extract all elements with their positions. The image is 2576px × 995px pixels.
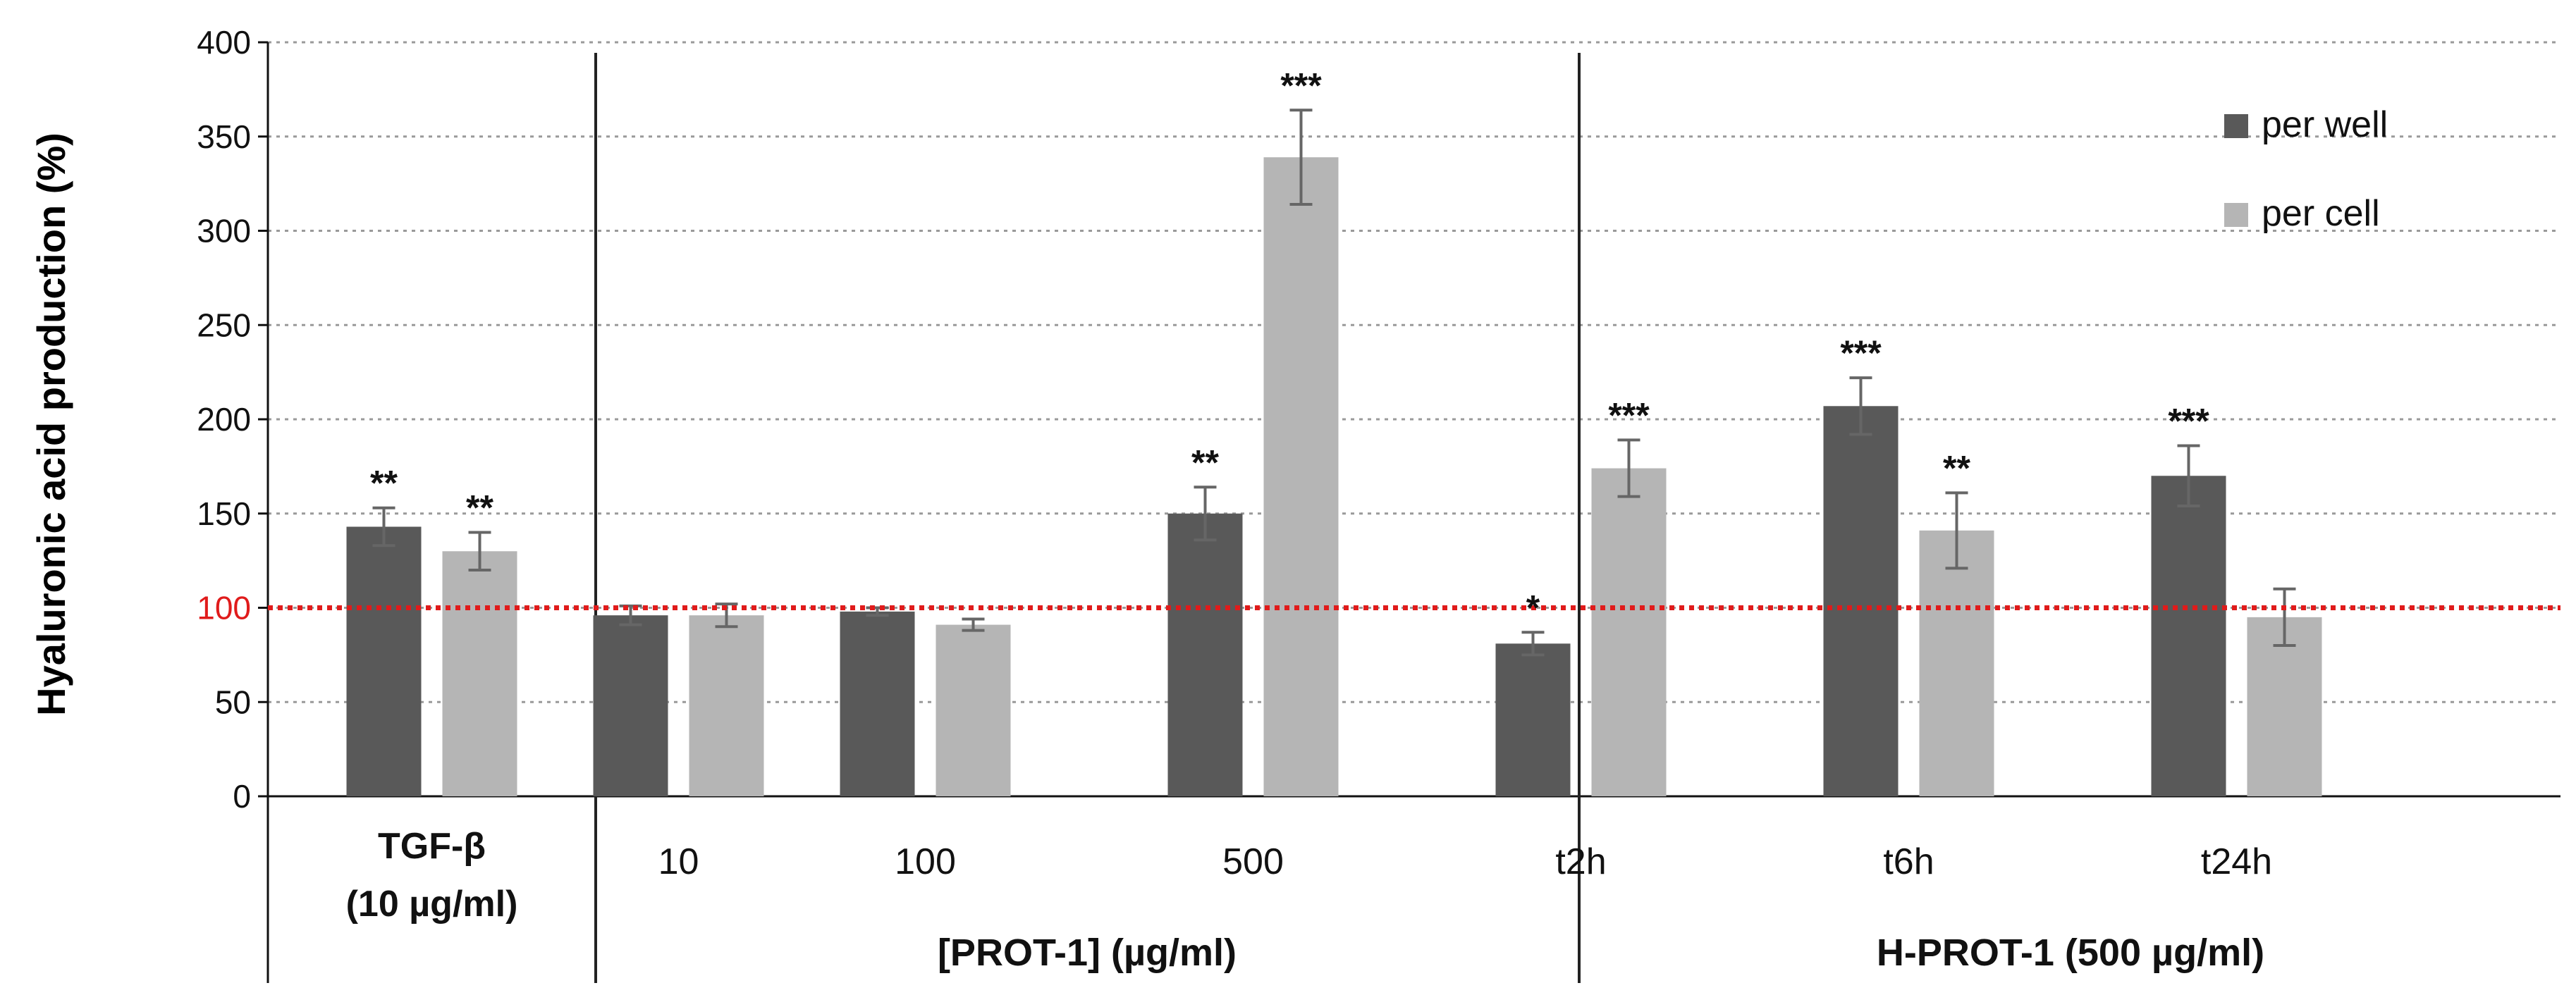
category-label: t6h	[1883, 841, 1934, 882]
bar-per-well	[593, 615, 668, 796]
bar-per-cell	[1919, 530, 1994, 796]
y-tick-label: 100	[197, 590, 251, 626]
bar-per-well	[840, 611, 915, 796]
category-label: 500	[1222, 841, 1284, 882]
bar-per-cell	[936, 624, 1011, 796]
legend-label: per cell	[2262, 193, 2380, 234]
bar-per-well	[2151, 476, 2226, 796]
y-tick-label: 50	[215, 684, 251, 720]
category-sublabel: (10 µg/ml)	[346, 884, 518, 925]
significance-marker: ***	[1280, 66, 1322, 105]
bar-per-well	[346, 526, 422, 796]
category-label: t24h	[2201, 841, 2272, 882]
significance-marker: **	[370, 464, 398, 503]
y-tick-label: 400	[197, 24, 251, 61]
legend: per well per cell	[2224, 104, 2388, 234]
category-label: TGF-β	[378, 826, 486, 867]
legend-label: per well	[2262, 104, 2388, 145]
significance-marker: **	[1191, 443, 1219, 482]
y-tick-label: 200	[197, 401, 251, 438]
y-tick-label: 300	[197, 213, 251, 249]
significance-marker: ***	[1608, 395, 1650, 435]
significance-marker: **	[1943, 448, 1970, 488]
group-label-hprot1: H-PROT-1 (500 µg/ml)	[1877, 932, 2264, 974]
category-label: t2h	[1555, 841, 1606, 882]
bar-per-well	[1167, 513, 1243, 796]
bar-per-cell	[2247, 617, 2322, 796]
legend-swatch	[2224, 114, 2248, 138]
labels: *********************TGF-β 10 100 500 t2h t6h…	[346, 66, 2273, 974]
y-axis-label: Hyaluronic acid production (%)	[29, 132, 73, 716]
significance-marker: **	[466, 488, 493, 528]
y-tick-label: 0	[233, 778, 251, 815]
bar-per-well	[1495, 643, 1571, 796]
bars	[346, 109, 2322, 797]
significance-marker: *	[1526, 588, 1540, 627]
axes: Hyaluronic acid production (%) 0 50 100 150…	[29, 24, 2560, 983]
y-tick-label: 250	[197, 307, 251, 343]
bar-per-cell	[442, 551, 517, 796]
bar-per-cell	[1591, 468, 1667, 796]
bar-per-cell	[689, 615, 764, 796]
bar-per-well	[1823, 406, 1899, 796]
bar-per-cell	[1263, 157, 1339, 797]
category-label: 10	[658, 841, 699, 882]
significance-marker: ***	[1840, 333, 1882, 373]
y-tick-label: 150	[197, 495, 251, 532]
group-label-prot1: [PROT-1] (µg/ml)	[938, 932, 1237, 974]
y-tick-label: 350	[197, 118, 251, 155]
significance-marker: ***	[2168, 401, 2209, 440]
legend-swatch	[2224, 203, 2248, 227]
category-label: 100	[895, 841, 956, 882]
